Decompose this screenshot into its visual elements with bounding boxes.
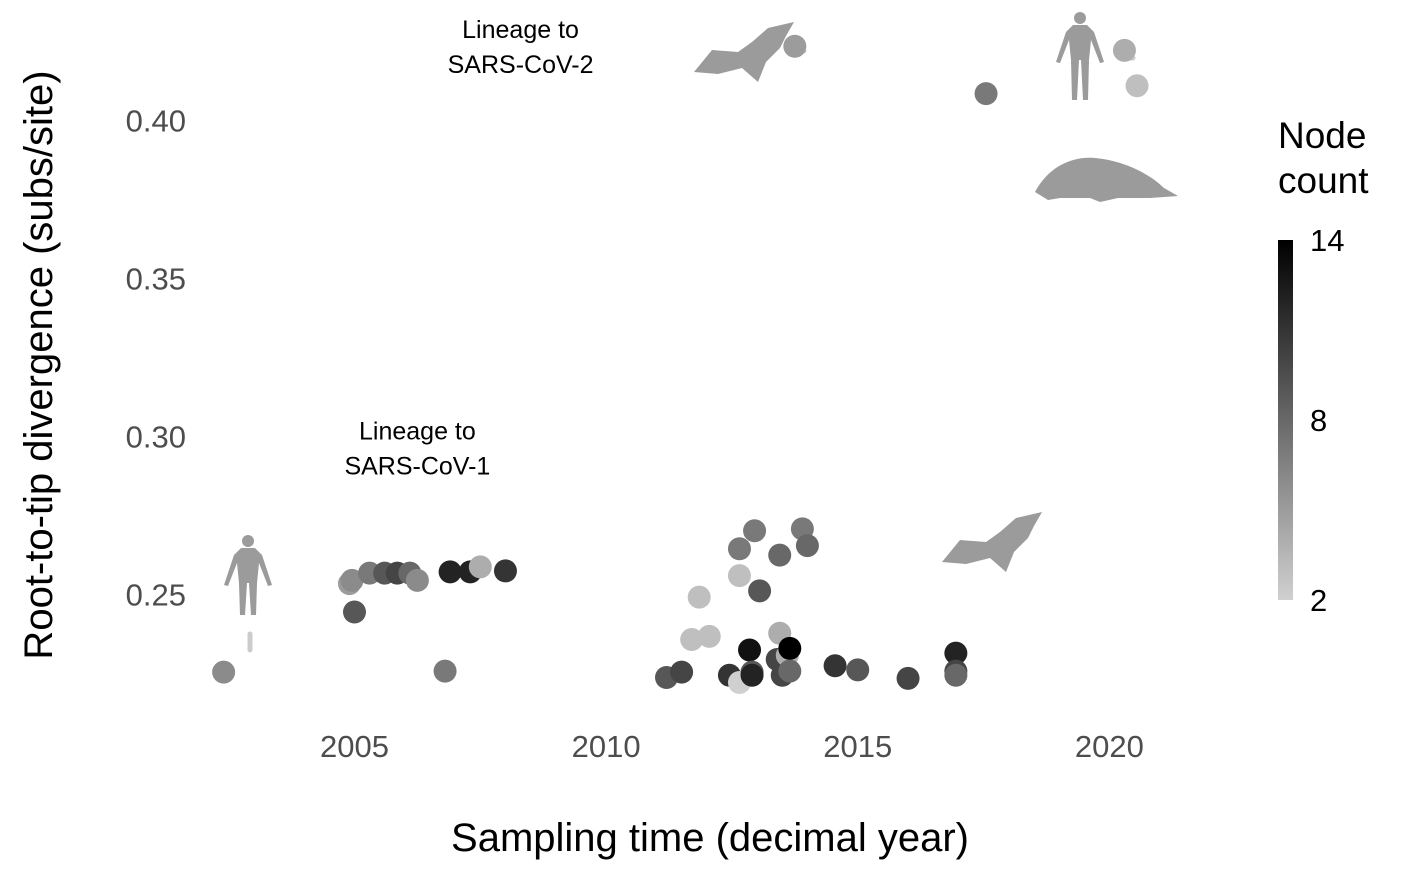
data-point <box>493 559 517 583</box>
data-point <box>823 654 847 678</box>
pangolin-silhouette-icon <box>1035 157 1178 202</box>
data-point <box>670 660 694 684</box>
y-axis-title: Root-to-tip divergence (subs/site) <box>17 70 61 659</box>
x-tick-label: 2020 <box>1075 729 1144 764</box>
data-point <box>944 663 968 687</box>
y-tick-label: 0.30 <box>126 420 186 455</box>
data-point <box>342 600 366 624</box>
data-point <box>778 636 802 660</box>
data-point <box>743 519 767 543</box>
colorbar-tick-label: 2 <box>1310 583 1327 618</box>
data-point <box>778 659 802 683</box>
data-point <box>433 659 457 683</box>
data-point <box>727 564 751 588</box>
x-tick-label: 2015 <box>823 729 892 764</box>
data-point <box>1125 74 1149 98</box>
data-point <box>697 624 721 648</box>
colorbar-tick-label: 8 <box>1310 403 1327 438</box>
data-point <box>795 534 819 558</box>
data-point <box>405 568 429 592</box>
y-tick-label: 0.40 <box>126 104 186 139</box>
data-point <box>944 641 968 665</box>
data-point <box>896 666 920 690</box>
x-axis-title: Sampling time (decimal year) <box>451 816 969 860</box>
data-point <box>740 663 764 687</box>
x-tick-label: 2005 <box>320 729 389 764</box>
bat-silhouette-icon <box>942 512 1042 572</box>
data-point <box>468 555 492 579</box>
color-legend: Node count 2 8 14 <box>1278 115 1369 618</box>
data-point <box>846 658 870 682</box>
y-tick-label: 0.25 <box>126 578 186 613</box>
annotation-text: SARS-CoV-1 <box>344 453 490 481</box>
data-point <box>974 82 998 106</box>
data-point <box>340 568 364 592</box>
human-silhouette-icon <box>1056 12 1104 100</box>
annotation-text: Lineage to <box>359 418 476 446</box>
legend-title-line-1: Node <box>1278 115 1366 156</box>
human-silhouette-icon <box>224 535 272 615</box>
x-tick-label: 2010 <box>572 729 641 764</box>
y-tick-label: 0.35 <box>126 262 186 297</box>
data-point <box>687 585 711 609</box>
data-point <box>748 579 772 603</box>
colorbar <box>1278 240 1293 600</box>
data-point <box>738 638 762 662</box>
bat-silhouette-icon <box>694 22 794 82</box>
data-point <box>212 660 236 684</box>
legend-title-line-2: count <box>1278 160 1369 201</box>
data-point <box>768 543 792 567</box>
data-point <box>783 34 807 58</box>
data-point <box>438 560 462 584</box>
annotation-text: Lineage to <box>462 16 579 44</box>
data-point <box>1112 38 1136 62</box>
colorbar-tick-label: 14 <box>1310 223 1344 258</box>
data-point <box>680 628 704 652</box>
data-point <box>727 537 751 561</box>
annotation-text: SARS-CoV-2 <box>448 51 594 79</box>
